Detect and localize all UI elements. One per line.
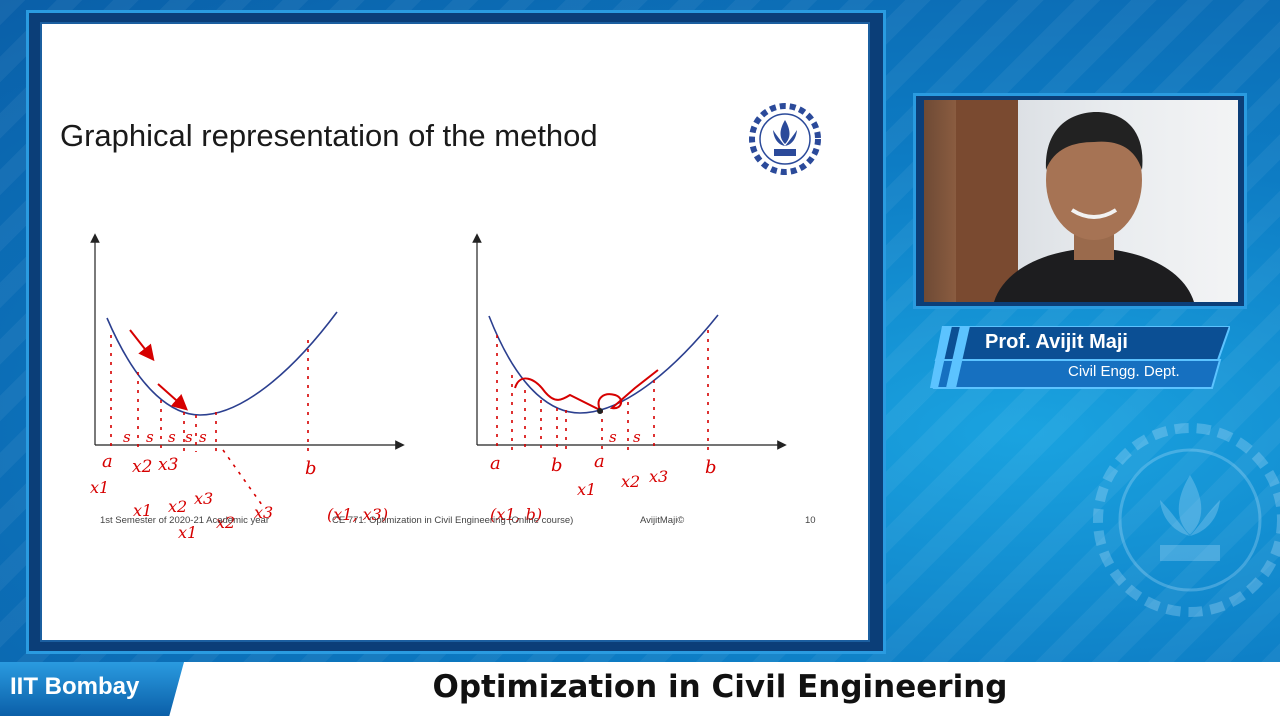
presenter-silhouette xyxy=(956,100,1194,302)
right-label-a1: a xyxy=(490,453,501,474)
brand-badge xyxy=(0,662,184,716)
left-step-1: s xyxy=(123,428,131,446)
left-step-4: s xyxy=(185,428,193,446)
right-note-2: x1 xyxy=(577,480,596,499)
slide-footer-center: CE 771: Optimization in Civil Engineerin… xyxy=(332,515,574,526)
left-note-2: x1 xyxy=(133,501,152,520)
left-note-4: x3 xyxy=(194,489,213,508)
iitb-seal-watermark xyxy=(1093,423,1280,617)
right-step-1: s xyxy=(609,428,617,446)
right-dotted-lines xyxy=(496,330,709,455)
left-arrow-2 xyxy=(157,383,188,411)
left-note-3: x2 xyxy=(168,497,187,516)
right-handwriting: s s a b a b (x1, b) x1 x2 x3 xyxy=(490,428,717,524)
left-note-6: x2 xyxy=(216,513,235,532)
right-point xyxy=(597,408,603,414)
right-label-b2: b xyxy=(705,457,717,478)
slide-graphs: s s s s s a x2 x3 b x1 x1 x2 x3 x1 x2 x3… xyxy=(90,233,787,542)
left-note-5: x1 xyxy=(178,523,197,542)
bottom-bar xyxy=(0,662,1280,720)
brand-label: IIT Bombay xyxy=(10,673,140,700)
course-title: Optimization in Civil Engineering xyxy=(432,669,1008,705)
slide-footer-left: 1st Semester of 2020-21 Academic year xyxy=(100,515,269,526)
slide-title: Graphical representation of the method xyxy=(60,118,598,153)
slide xyxy=(40,22,870,642)
presenter-name: Prof. Avijit Maji xyxy=(985,331,1128,353)
left-curve xyxy=(106,311,338,416)
right-step-2: s xyxy=(633,428,641,446)
presenter-department: Civil Engg. Dept. xyxy=(1068,363,1180,380)
left-note-1: x1 xyxy=(90,478,109,497)
left-note-8: (x1, x3) xyxy=(327,505,388,524)
slide-page-number: 10 xyxy=(805,515,816,526)
left-label-a: a xyxy=(102,451,113,472)
left-label-x2: x2 xyxy=(132,457,152,477)
right-label-b1: b xyxy=(551,455,563,476)
right-graph xyxy=(472,233,787,455)
presenter-photo xyxy=(924,100,1238,302)
left-note-7: x3 xyxy=(254,503,273,522)
left-handwriting: s s s s s a x2 x3 b x1 x1 x2 x3 x1 x2 x3… xyxy=(90,428,388,542)
right-label-a2: a xyxy=(594,451,605,472)
right-note-4: x3 xyxy=(649,467,668,486)
left-step-3: s xyxy=(168,428,176,446)
iitb-logo xyxy=(749,103,821,175)
right-red-scribble xyxy=(514,369,659,413)
name-plate xyxy=(930,326,1230,389)
left-label-b: b xyxy=(305,458,317,479)
left-arrow-1 xyxy=(129,329,155,362)
left-step-5: s xyxy=(199,428,207,446)
right-note-1: (x1, b) xyxy=(490,505,542,524)
left-label-x3: x3 xyxy=(158,455,178,475)
left-dotted-lines xyxy=(110,335,309,506)
left-graph xyxy=(90,233,405,506)
left-step-2: s xyxy=(146,428,154,446)
right-curve xyxy=(488,314,719,414)
slide-footer-author: AvijitMaji© xyxy=(640,515,685,526)
right-note-3: x2 xyxy=(621,472,640,491)
